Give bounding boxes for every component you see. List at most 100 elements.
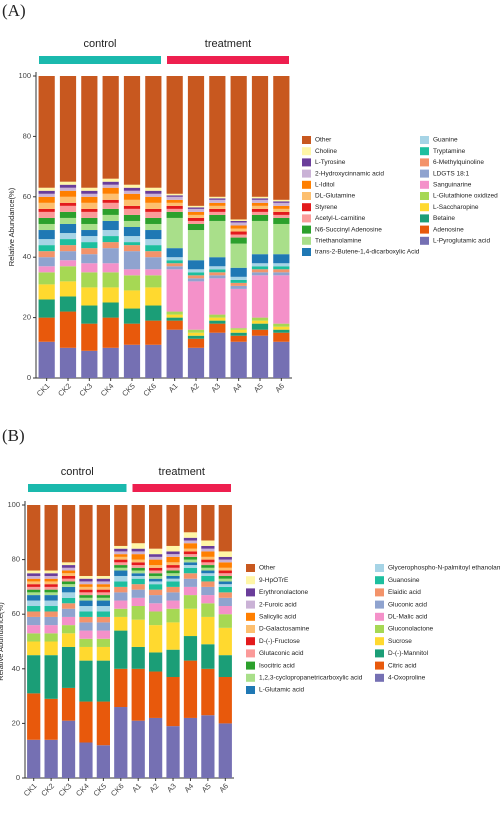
bar-segment — [166, 195, 183, 197]
bar-segment — [209, 220, 226, 258]
bar-segment — [27, 611, 41, 617]
bar-segment — [59, 181, 77, 185]
x-tick-label: A1 — [167, 381, 180, 394]
y-axis-label: Relative Abundance(%) — [0, 602, 5, 681]
bar-segment — [102, 302, 119, 318]
bar-segment — [96, 646, 110, 661]
bar-segment — [273, 211, 290, 215]
y-tick-label: 40 — [12, 664, 20, 673]
bar-segment — [114, 556, 128, 560]
bar-segment — [27, 595, 41, 601]
legend-label: trans-2-Butene-1,4-dicarboxylic Acid — [315, 249, 420, 256]
bar-segment — [96, 581, 110, 585]
bar-segment — [230, 341, 247, 378]
bar-segment — [201, 603, 215, 617]
legend-swatch — [302, 203, 311, 212]
bar-segment — [145, 196, 162, 203]
bar-segment — [166, 248, 183, 258]
bar-segment — [209, 198, 226, 200]
x-tick-label: A4 — [231, 381, 244, 394]
bar-segment — [209, 202, 226, 206]
y-tick-label: 40 — [23, 252, 31, 261]
y-tick-label: 0 — [16, 773, 20, 782]
bar-segment — [59, 245, 77, 252]
bar-segment — [123, 199, 141, 206]
bar-segment — [187, 347, 205, 378]
bar-segment — [273, 254, 290, 264]
bar-segment — [123, 193, 141, 200]
bar-segment — [38, 299, 55, 318]
bar-segment — [166, 565, 180, 568]
bar-segment — [123, 245, 141, 252]
legend-label: Gluconolactone — [388, 626, 434, 633]
bar-segment — [166, 269, 183, 312]
y-tick-label: 60 — [12, 609, 20, 618]
bar-segment — [61, 570, 76, 574]
bar-segment — [131, 570, 145, 574]
bar-segment — [114, 630, 128, 669]
bar-segment — [123, 190, 141, 194]
bar-segment — [114, 567, 128, 571]
bar-segment — [114, 562, 128, 566]
bar-segment — [273, 217, 290, 224]
bar-segment — [38, 245, 55, 252]
bar-segment — [149, 575, 163, 579]
bar-segment — [59, 239, 77, 246]
bar-segment — [166, 320, 183, 330]
bar-segment — [230, 288, 247, 329]
bar-segment — [273, 201, 290, 203]
bar-segment — [218, 567, 232, 571]
bar-segment — [183, 717, 198, 778]
bar-segment — [44, 606, 58, 612]
legend-label: Citric acid — [388, 662, 417, 669]
bar-segment — [96, 616, 110, 623]
bar-segment — [187, 230, 205, 261]
bar-segment — [102, 76, 119, 179]
bar-segment — [166, 505, 180, 546]
bar-segment — [201, 586, 215, 596]
bar-segment — [61, 505, 76, 563]
bar-segment — [44, 570, 58, 574]
bar-segment — [27, 606, 41, 612]
bar-segment — [61, 562, 76, 566]
bar-segment — [145, 208, 162, 212]
bar-segment — [183, 537, 198, 541]
legend-label: Glycerophospho-N-palmitoyl ethanolamine — [388, 565, 500, 572]
x-tick-label: A2 — [188, 381, 201, 394]
bar-segment — [81, 223, 98, 231]
bar-segment — [96, 638, 110, 647]
bar-segment — [145, 230, 162, 240]
bar-segment — [61, 720, 76, 778]
bar-segment — [166, 317, 183, 321]
bar-segment — [79, 581, 93, 585]
bar-segment — [201, 570, 215, 574]
bar-segment — [187, 260, 205, 270]
bar-segment — [79, 595, 93, 598]
bar-segment — [149, 567, 163, 571]
legend-swatch — [246, 673, 255, 682]
bar-segment — [201, 668, 215, 716]
bar-segment — [27, 584, 41, 587]
bar-segment — [149, 625, 163, 653]
bar-segment — [38, 317, 55, 342]
bar-segment — [59, 311, 77, 348]
bar-segment — [38, 230, 55, 240]
panel-label: (A) — [2, 1, 26, 20]
legend-label: Glutaconic acid — [259, 650, 304, 657]
bar-segment — [38, 251, 55, 258]
bar-segment — [187, 208, 205, 212]
bar-segment — [96, 578, 110, 582]
legend-swatch — [246, 661, 255, 670]
bar-segment — [218, 655, 232, 677]
bar-segment — [59, 260, 77, 267]
bar-segment — [131, 720, 145, 778]
bar-segment — [131, 606, 145, 620]
legend-swatch — [420, 236, 429, 245]
bar-segment — [145, 239, 162, 246]
x-tick-label: A3 — [209, 381, 222, 394]
bar-segment — [273, 323, 290, 327]
legend-swatch — [302, 136, 311, 144]
bar-segment — [81, 254, 98, 264]
bar-segment — [149, 559, 163, 566]
bar-segment — [273, 326, 290, 330]
